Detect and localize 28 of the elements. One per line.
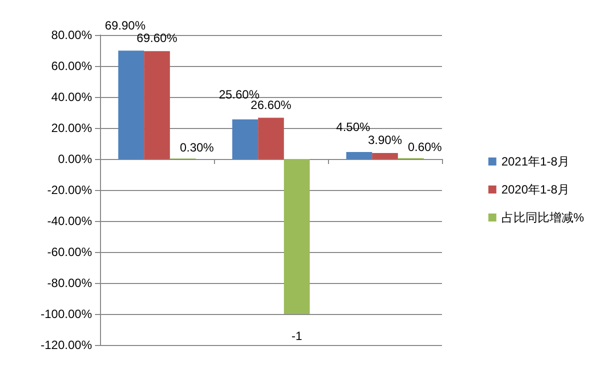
y-tick-label: 40.00%: [51, 90, 92, 104]
y-tick-label: -40.00%: [47, 214, 92, 228]
bar: [232, 119, 258, 159]
bar: [118, 50, 144, 159]
bar: [284, 159, 310, 314]
y-tick-label: 60.00%: [51, 59, 92, 73]
bar: [144, 51, 170, 159]
data-label: 0.30%: [180, 140, 214, 155]
y-tick-label: 20.00%: [51, 121, 92, 135]
data-label: 0.60%: [408, 140, 442, 154]
bar: [372, 152, 398, 159]
y-tick-label: -100.00%: [40, 307, 92, 321]
y-tick-label: -20.00%: [47, 183, 92, 197]
y-tick-label: 0.00%: [58, 152, 92, 166]
y-tick-label: 80.00%: [51, 28, 92, 42]
data-label: 69.60%: [136, 31, 178, 46]
data-label: 3.90%: [368, 132, 402, 147]
bar: [258, 118, 284, 159]
data-label: 4.50%: [336, 120, 370, 134]
legend-label: 占比同比增减%: [501, 210, 584, 224]
data-label: 69.90%: [104, 18, 146, 33]
legend-label: 2020年1-8月: [501, 182, 570, 196]
bar: [346, 152, 372, 159]
y-tick-label: -120.00%: [40, 338, 92, 352]
annotation: -1: [292, 329, 302, 343]
y-tick-label: -80.00%: [47, 276, 92, 290]
y-tick-label: -60.00%: [47, 245, 92, 259]
legend-label: 2021年1-8月: [501, 154, 570, 168]
